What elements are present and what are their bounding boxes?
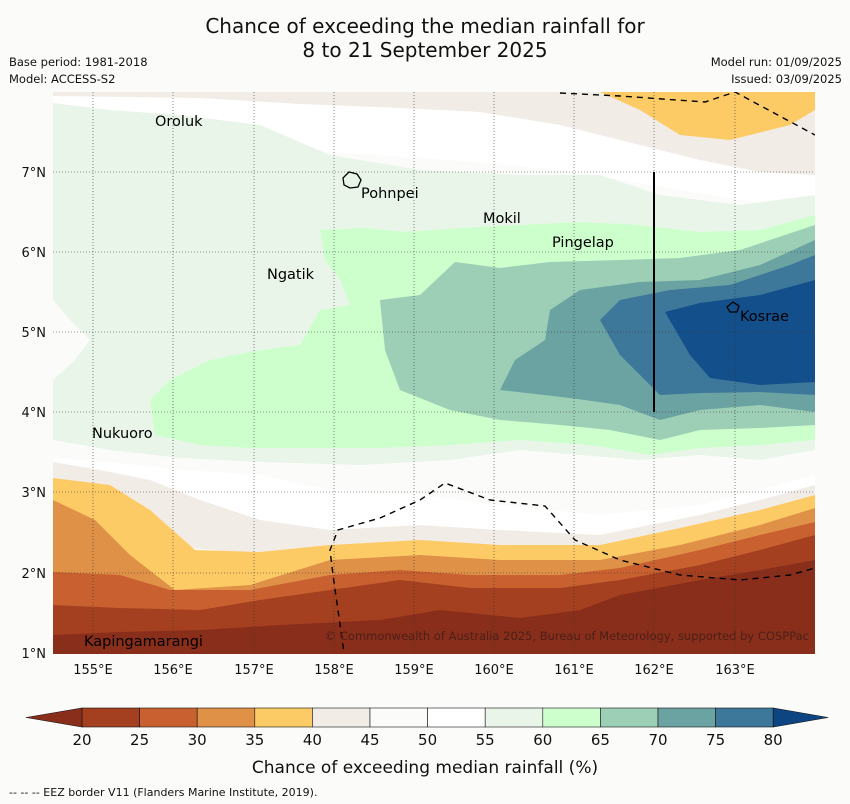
colorbar-tick: 65	[591, 731, 610, 749]
x-tick: 158°E	[314, 663, 354, 678]
colorbar-tick: 40	[303, 731, 322, 749]
colorbar-tick: 80	[764, 731, 783, 749]
colorbar-segment	[427, 707, 486, 728]
colorbar-tick: 25	[130, 731, 149, 749]
y-tick: 2°N	[22, 567, 47, 582]
issued-text: Issued: 03/09/2025	[731, 72, 842, 86]
place-mokil: Mokil	[483, 211, 521, 227]
colorbar-tick: 30	[188, 731, 207, 749]
colorbar-tick: 60	[533, 731, 552, 749]
x-tick: 155°E	[73, 663, 113, 678]
colorbar-segment	[196, 707, 256, 728]
place-ngatik: Ngatik	[267, 267, 315, 283]
title-line-1: Chance of exceeding the median rainfall …	[205, 14, 645, 38]
colorbar-segment	[484, 707, 544, 728]
colorbar-tick: 70	[648, 731, 667, 749]
colorbar-segment	[715, 707, 774, 728]
eez-border	[329, 92, 815, 654]
footer-note: -- -- -- EEZ border V11 (Flanders Marine…	[9, 786, 318, 799]
model-text: Model: ACCESS-S2	[9, 72, 116, 86]
gridlines	[53, 92, 815, 654]
kosrae-island-shape	[726, 301, 740, 313]
y-tick: 6°N	[22, 246, 47, 261]
y-tick: 1°N	[22, 647, 47, 662]
x-tick: 163°E	[715, 663, 755, 678]
colorbar-tick: 45	[360, 731, 379, 749]
place-kosrae: Kosrae	[740, 309, 789, 325]
place-nukuoro: Nukuoro	[92, 426, 153, 442]
colorbar-label: Chance of exceeding median rainfall (%)	[252, 758, 598, 778]
meta-right: Model run: 01/09/2025 Issued: 03/09/2025	[711, 54, 842, 88]
title-line-2: 8 to 21 September 2025	[302, 38, 548, 62]
place-oroluk: Oroluk	[155, 114, 203, 130]
model-run-text: Model run: 01/09/2025	[710, 55, 842, 69]
place-pohnpei: Pohnpei	[361, 186, 419, 202]
y-tick: 5°N	[22, 326, 47, 341]
colorbar-under-arrow	[25, 707, 83, 728]
y-tick: 4°N	[22, 406, 47, 421]
colorbar-tick: 20	[72, 731, 91, 749]
place-pingelap: Pingelap	[552, 235, 614, 251]
map-plot-area	[53, 92, 815, 654]
colorbar-over-arrow	[772, 707, 829, 728]
colorbar-segment	[312, 707, 371, 728]
x-tick: 161°E	[554, 663, 594, 678]
x-tick: 156°E	[153, 663, 193, 678]
meta-left: Base period: 1981-2018 Model: ACCESS-S2	[9, 54, 148, 88]
colorbar-tick: 75	[706, 731, 725, 749]
place-labels: Oroluk Pohnpei Mokil Pingelap Ngatik Kos…	[84, 114, 789, 650]
colorbar-segment	[657, 707, 716, 728]
x-tick: 159°E	[394, 663, 434, 678]
x-tick: 160°E	[474, 663, 514, 678]
forecast-map: © Commonwealth of Australia 2025, Bureau…	[22, 92, 829, 778]
colorbar-segment	[542, 707, 601, 728]
colorbar-tick: 35	[245, 731, 264, 749]
x-tick: 157°E	[234, 663, 274, 678]
colorbar-tick: 55	[476, 731, 495, 749]
base-period-text: Base period: 1981-2018	[9, 55, 148, 69]
chart-title: Chance of exceeding the median rainfall …	[0, 14, 850, 62]
y-tick: 3°N	[22, 486, 47, 501]
colorbar-segment	[139, 707, 198, 728]
colorbar-segment	[600, 707, 659, 728]
colorbar-segment	[81, 707, 140, 728]
colorbar-segment	[254, 707, 313, 728]
axis-ticks: 155°E 156°E 157°E 158°E 159°E 160°E 161°…	[22, 166, 755, 678]
x-tick: 162°E	[634, 663, 674, 678]
colorbar: 20 25 30 35 40 45 50 55 60 65 70 75 80	[25, 707, 829, 749]
copyright-text: © Commonwealth of Australia 2025, Bureau…	[325, 629, 809, 643]
colorbar-tick: 50	[418, 731, 437, 749]
pohnpei-island-shape	[342, 171, 362, 189]
place-kapingamarangi: Kapingamarangi	[84, 634, 203, 650]
y-tick: 7°N	[22, 166, 47, 181]
colorbar-segment	[369, 707, 428, 728]
